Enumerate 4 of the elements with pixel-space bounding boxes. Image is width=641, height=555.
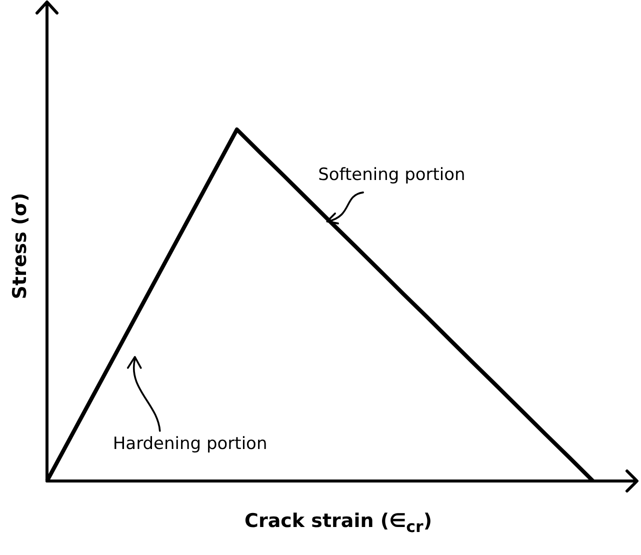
annotation: Hardening portion [112,434,268,454]
y-axis-title: Stress (σ) [9,192,32,299]
x-axis-title: Crack strain (∈$_{cr}$) [244,510,432,536]
annotation: Softening portion [318,165,466,186]
